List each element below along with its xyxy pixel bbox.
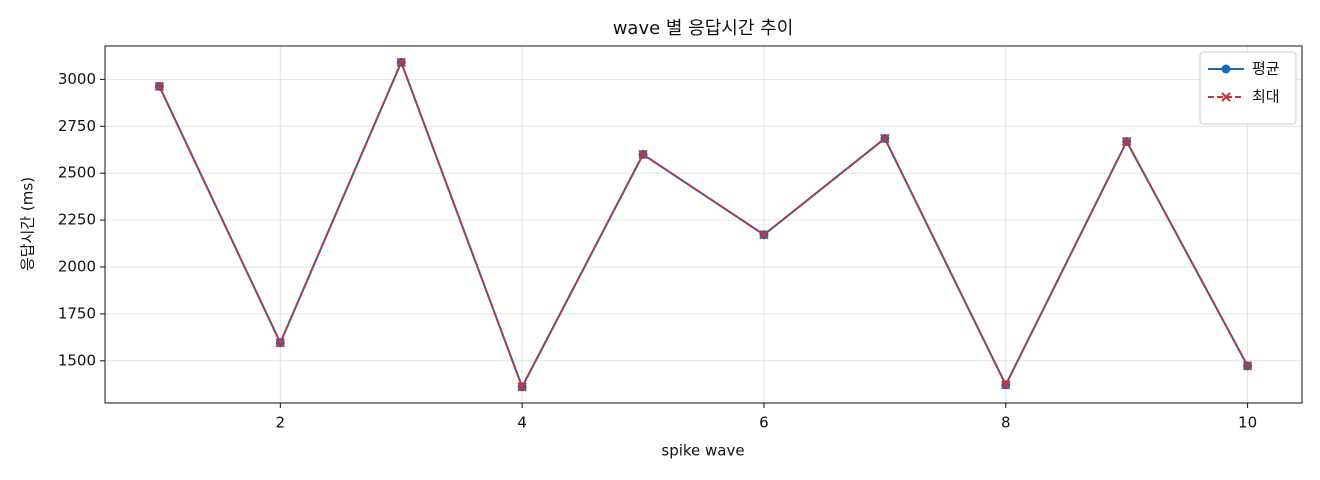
marker	[1242, 361, 1253, 371]
legend-label: 최대	[1252, 88, 1280, 106]
marker	[1001, 380, 1011, 390]
x-tick-label: 10	[1238, 414, 1257, 432]
y-tick-label: 2750	[58, 117, 96, 135]
marker	[1121, 136, 1132, 147]
legend-box	[1199, 51, 1297, 125]
x-tick-label: 4	[517, 414, 527, 432]
plot-frame	[104, 45, 1303, 404]
y-tick-label: 1750	[58, 304, 96, 322]
legend-marker	[1221, 92, 1231, 102]
marker	[275, 338, 286, 348]
series-line	[158, 59, 1249, 390]
y-tick-label: 3000	[58, 70, 96, 88]
y-tick-label: 2250	[58, 211, 96, 229]
y-tick-label: 1500	[58, 351, 96, 369]
marker	[759, 230, 769, 240]
marker	[638, 149, 648, 160]
x-tick-label: 6	[759, 414, 769, 432]
legend-label: 평균	[1252, 60, 1280, 78]
legend-marker	[1221, 64, 1231, 74]
x-tick-label: 2	[276, 414, 286, 432]
marker	[396, 57, 406, 68]
marker	[880, 133, 890, 144]
marker	[154, 81, 165, 92]
y-tick-label: 2000	[58, 257, 96, 275]
y-tick-label: 2500	[58, 164, 96, 182]
x-axis-label: spike wave	[661, 442, 744, 460]
x-tick-label: 8	[1001, 414, 1011, 432]
y-axis-label: 응답시간 (ms)	[19, 177, 37, 271]
marker	[517, 382, 527, 392]
chart-title: wave 별 응답시간 추이	[613, 18, 794, 39]
